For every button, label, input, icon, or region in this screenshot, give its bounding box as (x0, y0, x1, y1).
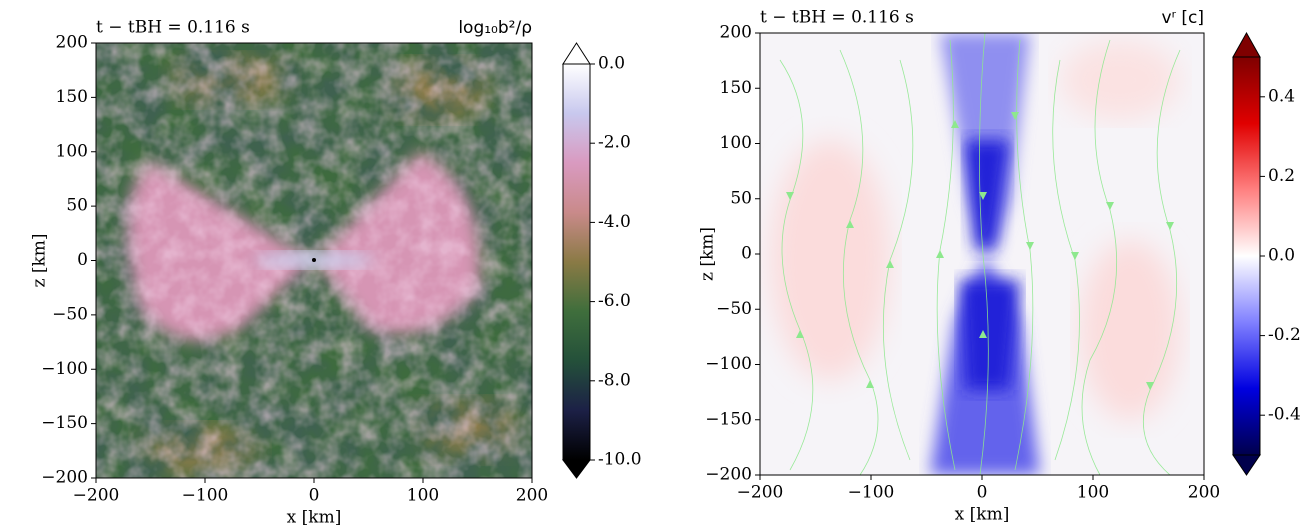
y-tick-label: −50 (52, 304, 88, 324)
colorbar-extend-low (1232, 454, 1261, 476)
colorbar-tick-label: -10.0 (598, 450, 642, 470)
y-tick-label: 50 (66, 196, 88, 216)
x-tick-label: −100 (182, 486, 229, 506)
y-tick-label: 0 (741, 244, 752, 264)
y-tick-label: 100 (720, 133, 752, 153)
heatmap-image (96, 43, 532, 478)
y-tick-label: 100 (56, 141, 88, 161)
x-tick-label: 0 (309, 486, 320, 506)
colorbar-tick-label: 0.2 (1268, 166, 1295, 186)
x-tick-label: 200 (1188, 483, 1220, 503)
annotation: t − tBH = 0.116 s (760, 8, 914, 28)
colorbar-tick-label: -6.0 (598, 291, 631, 311)
y-tick-label: 150 (720, 78, 752, 98)
y-tick-label: −150 (705, 409, 752, 429)
y-tick-label: −200 (41, 468, 88, 488)
colorbar-tick-label: -4.0 (598, 212, 631, 232)
x-tick-label: 200 (516, 486, 548, 506)
y-tick-label: 200 (56, 33, 88, 53)
colorbar (562, 63, 591, 461)
y-tick-label: 0 (77, 250, 88, 270)
x-tick-label: 100 (407, 486, 439, 506)
x-axis-label: x [km] (287, 508, 342, 527)
x-tick-label: −200 (73, 486, 120, 506)
y-tick-label: −100 (705, 354, 752, 374)
colorbar-tick-label: 0.0 (598, 54, 625, 74)
y-tick-label: 50 (730, 188, 752, 208)
y-axis-label: z [km] (698, 227, 718, 281)
colorbar-tick-label: -8.0 (598, 370, 631, 390)
y-tick-label: −150 (41, 413, 88, 433)
colorbar-label: vʳ [c] (1162, 8, 1204, 28)
x-tick-label: 100 (1077, 483, 1109, 503)
y-tick-label: −100 (41, 359, 88, 379)
colorbar-extend-low (562, 459, 591, 479)
x-axis-label: x [km] (955, 505, 1010, 525)
y-tick-label: −50 (716, 299, 752, 319)
colorbar-tick-label: 0.4 (1268, 86, 1295, 106)
x-tick-label: −200 (737, 483, 784, 503)
y-tick-label: 150 (56, 87, 88, 107)
colorbar-tick-label: -0.4 (1268, 405, 1301, 425)
colorbar-tick-label: -0.2 (1268, 325, 1301, 345)
colorbar-tick-label: -2.0 (598, 133, 631, 153)
colorbar-tick-label: 0.0 (1268, 246, 1295, 266)
colorbar-label: log₁₀b²/ρ (458, 18, 532, 38)
y-tick-label: 200 (720, 23, 752, 43)
x-tick-label: 0 (977, 483, 988, 503)
x-tick-label: −100 (848, 483, 895, 503)
colorbar-extend-high (562, 42, 591, 65)
y-tick-label: −200 (705, 465, 752, 485)
colorbar-extend-high (1232, 31, 1261, 58)
colorbar (1232, 56, 1261, 456)
heatmap-image (760, 33, 1204, 475)
y-axis-label: z [km] (30, 233, 50, 287)
annotation: t − tBH = 0.116 s (96, 18, 250, 38)
